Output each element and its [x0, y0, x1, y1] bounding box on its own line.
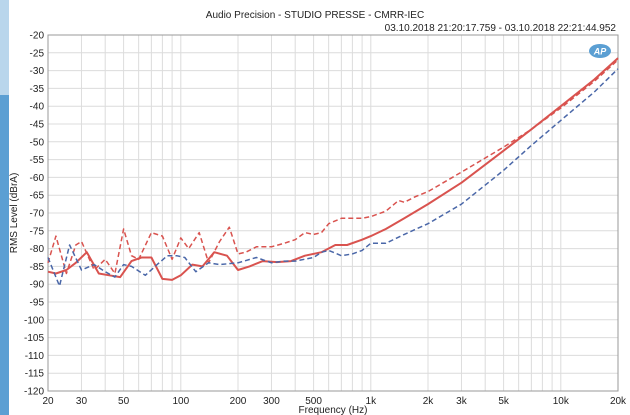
series-line-1	[47, 57, 619, 281]
window-edge-strip	[0, 0, 9, 415]
series-line-3	[47, 68, 619, 287]
y-tick-label: -30	[30, 66, 45, 77]
y-tick-label: -40	[30, 102, 45, 113]
plot-area-border	[47, 34, 619, 392]
ap-logo-text: AP	[593, 47, 607, 57]
y-tick-label: -20	[30, 31, 45, 42]
y-tick-label: -100	[24, 315, 44, 326]
series-layer	[47, 57, 619, 287]
y-tick-label: -110	[25, 351, 45, 362]
y-tick-label: -25	[30, 48, 45, 59]
y-tick-label: -70	[30, 209, 45, 220]
x-tick-label: 10k	[553, 396, 570, 407]
x-tick-label: 1k	[366, 396, 378, 407]
x-tick-label: 50	[118, 396, 130, 407]
y-tick-label: -35	[30, 84, 45, 95]
chart-title: Audio Precision - STUDIO PRESSE - CMRR-I…	[205, 10, 425, 21]
x-tick-label: 200	[230, 396, 247, 407]
y-tick-label: -120	[24, 387, 44, 398]
y-tick-label: -45	[30, 120, 45, 131]
y-tick-label: -55	[30, 155, 45, 166]
grid-layer	[47, 34, 619, 392]
y-tick-label: -50	[30, 137, 45, 148]
x-tick-label: 100	[172, 396, 189, 407]
y-tick-label: -90	[30, 280, 45, 291]
x-tick-label: 500	[305, 396, 322, 407]
ap-logo-icon: AP	[589, 44, 611, 58]
y-tick-label: -105	[24, 333, 44, 344]
x-tick-label: 5k	[498, 396, 510, 407]
chart-timestamps: 03.10.2018 21:20:17.759 - 03.10.2018 22:…	[384, 23, 616, 34]
y-axis-label: RMS Level (dBrA)	[9, 173, 20, 254]
y-tick-label: -75	[30, 226, 45, 237]
y-tick-label: -60	[30, 173, 45, 184]
x-tick-label: 2k	[423, 396, 435, 407]
x-tick-label: 300	[263, 396, 280, 407]
x-tick-label: 3k	[456, 396, 468, 407]
x-axis-label: Frequency (Hz)	[299, 405, 368, 415]
y-tick-label: -85	[30, 262, 45, 273]
x-tick-label: 20k	[610, 396, 627, 407]
x-tick-labels: 20 30 50 100 200 300 500 1k 2k 3k 5k 10k 20k	[42, 396, 627, 407]
y-tick-label: -80	[30, 244, 45, 255]
x-tick-label: 30	[76, 396, 88, 407]
series-line-2	[47, 59, 619, 275]
y-tick-label: -65	[30, 191, 45, 202]
x-tick-label: 20	[42, 396, 54, 407]
y-tick-label: -95	[30, 298, 45, 309]
y-tick-label: -115	[25, 369, 45, 380]
y-tick-labels: -20 -25 -30 -35 -40 -45 -50 -55 -60 -65 -70 -75 -80 -…	[24, 31, 44, 398]
